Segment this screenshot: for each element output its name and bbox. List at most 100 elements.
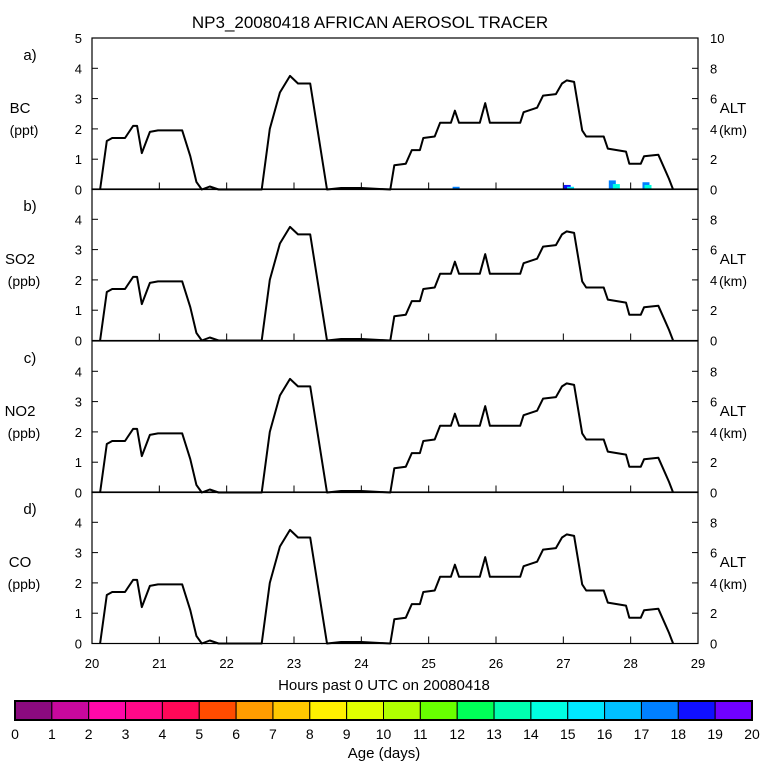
x-tick-label: 21 <box>152 656 166 671</box>
colorbar-tick-label: 16 <box>597 726 613 742</box>
y-tick-label: 4 <box>75 61 82 76</box>
x-tick-label: 29 <box>691 656 705 671</box>
x-tick-label: 20 <box>85 656 99 671</box>
colorbar-tick-label: 18 <box>671 726 687 742</box>
tracer-mark <box>644 184 652 190</box>
species-label: SO2 <box>5 251 35 268</box>
alt-tick-label: 6 <box>710 243 717 258</box>
y-tick-label: 1 <box>75 152 82 167</box>
panel-bc: 0 1 2 3 4 5 0 2 4 6 8 10 a) BC (ppt) ALT (km) <box>10 31 747 198</box>
colorbar-cell <box>567 700 606 721</box>
colorbar-label: Age (days) <box>348 745 421 762</box>
y-tick-label: 0 <box>75 183 82 198</box>
tracer-mark <box>452 186 460 190</box>
tracer-mark <box>608 180 616 190</box>
y-tick-label: 0 <box>75 334 82 349</box>
altitude-line <box>99 528 675 645</box>
colorbar-cell <box>604 700 642 721</box>
altitude-line <box>99 74 675 191</box>
colorbar-cell <box>51 700 90 721</box>
panel-tag: a) <box>23 47 36 64</box>
alt-unit-label: (km) <box>719 273 747 289</box>
unit-label: (ppb) <box>8 273 41 289</box>
panel-no2: 0 1 2 3 4 0 2 4 6 8 c) NO2 (ppb) ALT (km) <box>5 340 747 501</box>
colorbar-cell <box>677 700 716 721</box>
y-tick-label: 2 <box>75 273 82 288</box>
x-tick-label: 26 <box>489 656 503 671</box>
y-tick-label: 4 <box>75 212 82 227</box>
colorbar-frame <box>14 700 753 721</box>
colorbar-tick-label: 7 <box>269 726 277 742</box>
panel-co: 0 1 2 3 4 0 2 4 6 8 d) CO (ppb) ALT (km) <box>8 491 747 652</box>
species-label: BC <box>10 100 31 117</box>
colorbar-tick-label: 14 <box>523 726 539 742</box>
x-axis-label: Hours past 0 UTC on 20080418 <box>278 677 490 694</box>
colorbar-tick-label: 15 <box>560 726 576 742</box>
unit-label: (ppt) <box>10 122 39 138</box>
alt-tick-label: 8 <box>710 212 717 227</box>
y-tick-label: 3 <box>75 92 82 107</box>
y-tick-label: 0 <box>75 637 82 652</box>
y-tick-label: 1 <box>75 303 82 318</box>
alt-tick-label: 4 <box>710 425 717 440</box>
y-tick-label: 3 <box>75 395 82 410</box>
altitude-line <box>99 377 675 494</box>
colorbar-tick-label: 8 <box>306 726 314 742</box>
alt-tick-label: 6 <box>710 92 717 107</box>
colorbar-tick-label: 20 <box>744 726 760 742</box>
alt-tick-label: 0 <box>710 637 717 652</box>
colorbar-tick-label: 13 <box>486 726 502 742</box>
colorbar-cell <box>419 700 458 721</box>
colorbar-cell <box>346 700 384 721</box>
alt-tick-label: 2 <box>710 152 717 167</box>
y-tick-label: 1 <box>75 455 82 470</box>
colorbar-tick-label: 5 <box>195 726 203 742</box>
colorbar-cell <box>493 700 532 721</box>
colorbar-cell <box>272 700 311 721</box>
y-tick-label: 4 <box>75 364 82 379</box>
y-tick-label: 3 <box>75 243 82 258</box>
x-tick-label: 28 <box>623 656 637 671</box>
alt-tick-label: 4 <box>710 273 717 288</box>
colorbar-tick-label: 11 <box>413 726 428 742</box>
alt-label: ALT <box>720 403 746 420</box>
alt-tick-label: 0 <box>710 334 717 349</box>
colorbar-tick-label: 12 <box>449 726 465 742</box>
colorbar-cell <box>88 700 127 721</box>
colorbar-cell <box>714 700 753 721</box>
alt-tick-label: 8 <box>710 61 717 76</box>
colorbar-tick-label: 3 <box>122 726 130 742</box>
y-tick-label: 2 <box>75 576 82 591</box>
alt-tick-label: 2 <box>710 303 717 318</box>
alt-tick-label: 2 <box>710 606 717 621</box>
alt-label: ALT <box>720 100 746 117</box>
alt-tick-label: 4 <box>710 576 717 591</box>
colorbar-cell <box>309 700 348 721</box>
y-tick-label: 2 <box>75 122 82 137</box>
alt-tick-label: 6 <box>710 546 717 561</box>
panel-so2: 0 1 2 3 4 0 2 4 6 8 b) SO2 (ppb) ALT (km) <box>5 188 747 349</box>
chart-title: NP3_20080418 AFRICAN AEROSOL TRACER <box>192 13 548 32</box>
alt-tick-label: 8 <box>710 515 717 530</box>
x-tick-label: 27 <box>556 656 570 671</box>
alt-tick-label: 0 <box>710 183 717 198</box>
y-tick-label: 3 <box>75 546 82 561</box>
y-tick-label: 1 <box>75 606 82 621</box>
panel-frame <box>91 491 699 645</box>
alt-tick-label: 4 <box>710 122 717 137</box>
y-tick-label: 2 <box>75 425 82 440</box>
alt-label: ALT <box>720 251 746 268</box>
colorbar-cell <box>161 700 200 721</box>
species-label: NO2 <box>5 403 36 420</box>
alt-tick-label: 2 <box>710 455 717 470</box>
colorbar-cell <box>14 700 53 721</box>
colorbar-cell <box>125 700 163 721</box>
colorbar-cell <box>235 700 274 721</box>
unit-label: (ppb) <box>8 576 41 592</box>
colorbar-tick-label: 17 <box>634 726 650 742</box>
species-label: CO <box>9 554 32 571</box>
colorbar-tick-label: 4 <box>159 726 167 742</box>
x-tick-label: 23 <box>287 656 301 671</box>
y-tick-label: 0 <box>75 486 82 501</box>
colorbar-tick-label: 9 <box>343 726 351 742</box>
